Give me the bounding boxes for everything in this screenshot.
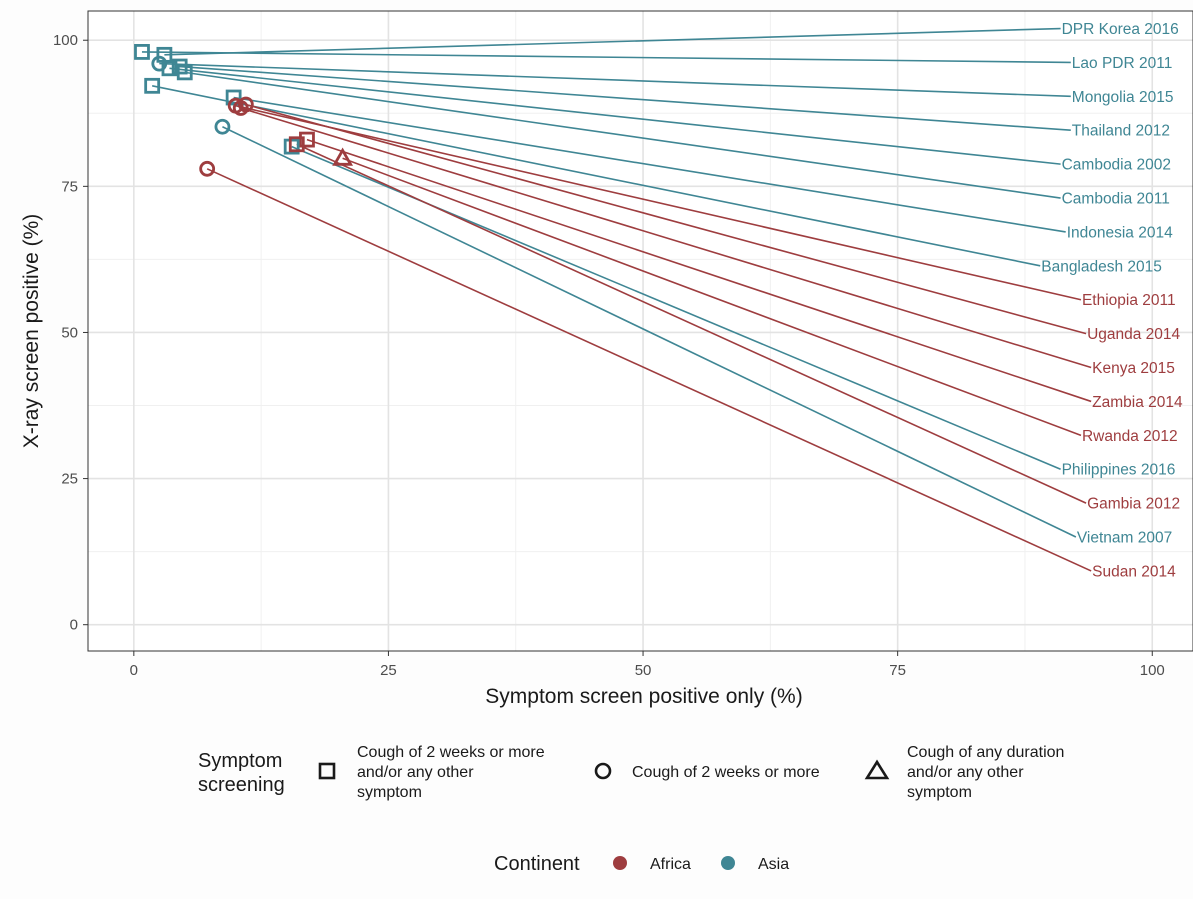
legend-africa-swatch — [613, 856, 627, 870]
panel-border — [87, 10, 1193, 652]
legend-asia-label: Asia — [758, 856, 789, 873]
legend-triangle-line2: and/or any other — [907, 764, 1024, 781]
legend-triangle-line3: symptom — [907, 784, 972, 801]
axes: 0 25 50 75 100 0 25 50 75 100 — [53, 32, 1165, 679]
country-label: Uganda 2014 — [1087, 326, 1180, 343]
legend-screening: Symptom screening Cough of 2 weeks or mo… — [198, 744, 1064, 801]
country-label: Ethiopia 2011 — [1082, 292, 1176, 309]
legend-continent-title: Continent — [494, 853, 580, 875]
x-tick-label: 25 — [380, 662, 397, 679]
leader-line — [179, 65, 1071, 132]
data-point-square — [144, 77, 161, 94]
x-tick-label: 0 — [130, 662, 138, 679]
legend-circle-label: Cough of 2 weeks or more — [632, 764, 820, 781]
data-point-square — [161, 60, 178, 77]
leader-line — [296, 143, 1087, 504]
x-tick-label: 75 — [889, 662, 906, 679]
data-point-square — [299, 131, 315, 148]
country-label: Mongolia 2015 — [1072, 89, 1174, 106]
leader-line — [152, 85, 1041, 267]
leader-lines — [141, 27, 1092, 572]
leader-line — [306, 138, 1092, 403]
country-label: Philippines 2016 — [1062, 462, 1176, 479]
x-tick-label: 50 — [635, 662, 652, 679]
country-label: Rwanda 2012 — [1082, 428, 1178, 445]
leader-line — [233, 96, 1066, 233]
country-label: Zambia 2014 — [1092, 394, 1183, 411]
leader-line — [141, 51, 1071, 64]
data-points — [134, 44, 354, 177]
legend-square-line3: symptom — [357, 784, 422, 801]
country-label: Thailand 2012 — [1072, 123, 1170, 140]
legend-asia-swatch — [721, 856, 735, 870]
country-label: Gambia 2012 — [1087, 496, 1180, 513]
data-point-circle — [214, 118, 231, 135]
country-label: Vietnam 2007 — [1077, 530, 1172, 547]
legend-triangle-line1: Cough of any duration — [907, 744, 1064, 761]
leader-line — [184, 71, 1061, 199]
legend-africa-label: Africa — [650, 856, 691, 873]
x-axis-title: Symptom screen positive only (%) — [485, 685, 802, 708]
leader-line — [164, 27, 1061, 56]
data-point-triangle — [332, 147, 354, 166]
leader-line — [235, 104, 1082, 301]
y-tick-label: 0 — [70, 617, 78, 634]
country-label: Indonesia 2014 — [1067, 224, 1173, 241]
country-label: Cambodia 2011 — [1062, 191, 1170, 208]
y-tick-label: 50 — [61, 324, 78, 341]
leader-line — [342, 157, 1082, 437]
leader-line — [245, 103, 1087, 335]
legend-screening-title-line1: Symptom — [198, 750, 282, 772]
legend-circle-icon — [594, 762, 612, 780]
legend-triangle-icon — [864, 759, 890, 780]
legend-square-icon — [318, 762, 336, 780]
legend-square-line2: and/or any other — [357, 764, 474, 781]
y-tick-label: 100 — [53, 32, 78, 49]
leader-line — [222, 126, 1077, 538]
country-label: Sudan 2014 — [1092, 563, 1176, 580]
country-label: Bangladesh 2015 — [1041, 258, 1162, 275]
country-label: Lao PDR 2011 — [1072, 55, 1173, 72]
country-labels: DPR Korea 2016 Lao PDR 2011 Mongolia 2015 T… — [1041, 21, 1183, 580]
legend-screening-title-line2: screening — [198, 774, 285, 796]
y-tick-label: 25 — [61, 471, 78, 488]
legend-square-line1: Cough of 2 weeks or more — [357, 744, 545, 761]
country-label: Cambodia 2002 — [1062, 157, 1171, 174]
leader-line — [159, 62, 1071, 98]
data-point-square — [225, 89, 242, 106]
data-point-circle — [232, 100, 249, 116]
data-point-circle — [199, 160, 216, 177]
data-point-square — [288, 136, 305, 153]
leader-line — [169, 67, 1061, 165]
legend-continent: Continent Africa Asia — [494, 853, 789, 875]
leader-line — [240, 107, 1092, 369]
data-point-circle — [151, 55, 168, 72]
x-tick-label: 100 — [1140, 662, 1165, 679]
country-label: Kenya 2015 — [1092, 360, 1175, 377]
y-axis-title: X-ray screen positive (%) — [20, 214, 43, 449]
data-point-square — [134, 44, 150, 60]
data-point-square — [176, 64, 193, 81]
country-label: DPR Korea 2016 — [1062, 21, 1179, 38]
data-point-square — [283, 138, 300, 155]
leader-line — [206, 168, 1092, 572]
y-tick-label: 75 — [61, 178, 78, 195]
